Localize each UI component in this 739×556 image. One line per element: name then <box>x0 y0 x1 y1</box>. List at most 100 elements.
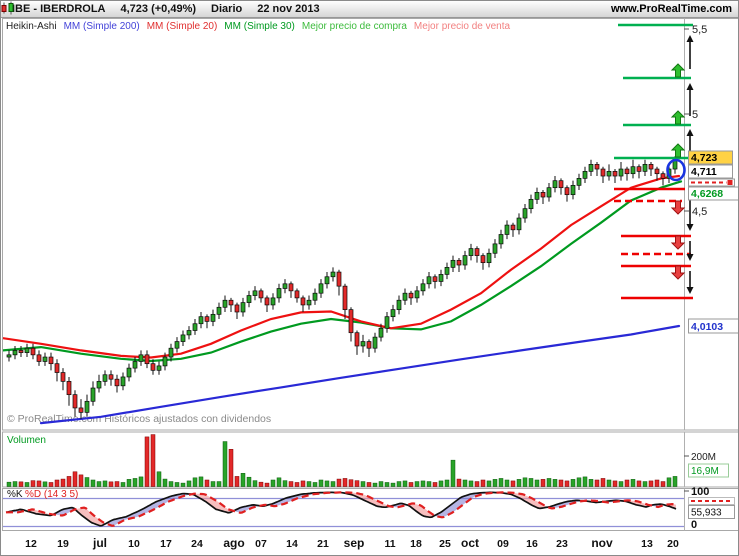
volume-bar <box>510 480 516 487</box>
volume-bar <box>198 476 204 487</box>
volume-bar <box>270 479 276 487</box>
volume-bar <box>426 481 432 487</box>
price-tag-box <box>688 186 738 201</box>
legend-item-2[interactable]: MM (Simple 20) <box>146 21 218 32</box>
candle-body <box>516 217 522 231</box>
volume-bar <box>372 482 378 487</box>
timeframe-label[interactable]: Diario <box>211 3 243 15</box>
candle-body <box>150 363 156 371</box>
volume-bar <box>450 459 456 487</box>
titlebar: IBE - IBERDROLA 4,723 (+0,49%) Diario 22… <box>1 1 738 18</box>
volume-bar <box>96 481 102 487</box>
volume-bar <box>360 481 366 487</box>
sell-price-mark <box>727 180 733 185</box>
candle-body <box>156 365 162 371</box>
candle-body <box>78 407 84 413</box>
candle-body <box>552 180 558 189</box>
legend-item-4[interactable]: Mejor precio de compra <box>301 21 407 32</box>
time-axis[interactable]: 12 19 jul 10 17 24 ago 07 14 21 sep 11 18 25 oct 09 16 23… <box>25 536 679 550</box>
candle-body <box>444 267 450 275</box>
candle-body <box>654 168 660 175</box>
price-tag-value: 4,711 <box>691 166 717 178</box>
volume-bar <box>72 471 78 487</box>
volume-bar <box>582 476 588 487</box>
day-label: 13 <box>641 538 653 550</box>
volume-bar <box>144 436 150 487</box>
candle-body <box>384 316 390 329</box>
main-chart-plot[interactable] <box>3 156 683 425</box>
candle-body <box>474 248 480 256</box>
volume-bar <box>246 476 252 487</box>
candle-body <box>642 164 648 172</box>
candle-body <box>522 208 528 219</box>
legend-item-0[interactable]: Heikin-Ashi <box>6 21 57 32</box>
candle-body <box>168 347 174 358</box>
stoch-k-label[interactable]: %K <box>7 489 23 500</box>
volume-bar <box>636 480 642 487</box>
volume-bar <box>444 479 450 487</box>
candle-body <box>204 316 210 322</box>
volume-current-box <box>688 463 729 478</box>
volume-bar <box>654 479 660 487</box>
price-tag-value: 4,6268 <box>691 188 723 200</box>
volume-bar <box>168 481 174 487</box>
volume-bar <box>546 478 552 487</box>
volume-bar <box>30 480 36 487</box>
red-down-arrow-icon <box>670 200 686 215</box>
candle-body <box>48 356 54 365</box>
volume-bar <box>492 479 498 487</box>
candle-body <box>294 290 300 299</box>
volume-bar <box>276 477 282 487</box>
stoch-d-value-box <box>688 497 735 505</box>
candle-body <box>144 354 150 365</box>
price-tag-box <box>688 150 733 165</box>
volume-bar <box>432 482 438 487</box>
volume-bar <box>612 480 618 487</box>
price-tick-label: 4,5 <box>692 206 707 218</box>
candle-body <box>108 374 114 380</box>
stoch-fill <box>336 492 388 508</box>
day-label: 16 <box>526 538 538 550</box>
candle-body <box>660 173 666 179</box>
candle-body <box>486 252 492 264</box>
volume-bar <box>486 480 492 487</box>
volume-bar <box>192 477 198 487</box>
volume-bar <box>186 480 192 487</box>
price-tag-box <box>688 164 733 179</box>
volume-panel[interactable] <box>2 431 739 488</box>
stoch-fill <box>74 507 104 526</box>
stochastic-panel[interactable] <box>2 488 739 531</box>
red-down-arrow-icon <box>670 265 686 280</box>
volume-bar <box>660 481 666 487</box>
candle-body <box>102 374 108 382</box>
volume-bar <box>48 482 54 487</box>
volume-bar <box>264 482 270 487</box>
candle-body <box>330 271 336 278</box>
legend-item-5[interactable]: Mejor precio de venta <box>413 21 511 32</box>
volume-bar <box>138 476 144 487</box>
volume-bar <box>84 477 90 487</box>
candle-body <box>648 164 654 170</box>
volume-bar <box>480 479 486 487</box>
legend-item-1[interactable]: MM (Simple 200) <box>63 21 140 32</box>
day-label: 19 <box>57 538 69 550</box>
candle-body <box>450 259 456 268</box>
black-up-arrowhead <box>686 129 694 136</box>
volume-bar <box>228 449 234 487</box>
prorealtime-link[interactable]: www.ProRealTime.com <box>610 3 732 15</box>
candle-body <box>60 372 66 382</box>
candle-body <box>378 327 384 338</box>
stoch-d-line <box>6 491 677 527</box>
legend-item-3[interactable]: MM (Simple 30) <box>224 21 295 32</box>
price-axis[interactable]: 5,5 5 4,5 4,723 4,711 4,6268 4,0103 <box>684 24 739 334</box>
day-label: 12 <box>25 538 37 550</box>
stoch-d-label[interactable]: %D (14 3 5) <box>25 489 78 500</box>
volume-bar <box>252 480 258 487</box>
candle-body <box>594 164 600 170</box>
volume-bar <box>600 478 606 487</box>
candle-body <box>420 283 426 292</box>
black-down-arrowhead <box>686 224 694 231</box>
volume-current-value: 16,9M <box>691 466 719 477</box>
main-price-panel[interactable] <box>2 18 739 431</box>
